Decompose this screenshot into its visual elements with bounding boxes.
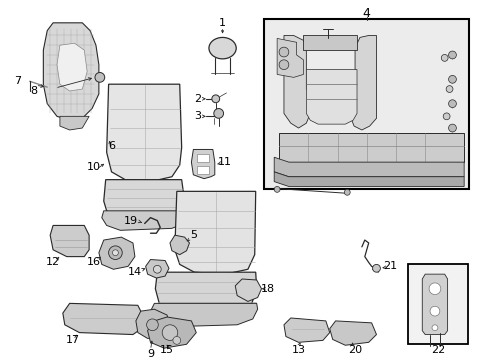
- Polygon shape: [175, 192, 255, 274]
- Polygon shape: [60, 116, 89, 130]
- Polygon shape: [235, 279, 261, 301]
- Bar: [197, 166, 208, 174]
- Text: 21: 21: [382, 261, 396, 271]
- Text: 9: 9: [146, 349, 154, 359]
- Circle shape: [447, 51, 455, 59]
- Text: 15: 15: [160, 345, 174, 355]
- Text: 7: 7: [15, 76, 21, 86]
- Circle shape: [173, 337, 181, 344]
- Text: 2: 2: [193, 94, 201, 104]
- Text: 1: 1: [219, 18, 225, 28]
- Polygon shape: [191, 149, 214, 179]
- Polygon shape: [147, 317, 196, 348]
- Polygon shape: [349, 36, 376, 130]
- Text: 16: 16: [87, 257, 101, 267]
- Circle shape: [162, 325, 178, 341]
- Text: 17: 17: [65, 336, 80, 345]
- Text: 20: 20: [347, 345, 362, 355]
- Text: 14: 14: [127, 267, 142, 277]
- Circle shape: [344, 189, 349, 195]
- Polygon shape: [102, 211, 185, 230]
- Circle shape: [440, 54, 447, 61]
- Polygon shape: [43, 23, 99, 120]
- Circle shape: [447, 100, 455, 108]
- Polygon shape: [136, 309, 170, 338]
- Circle shape: [447, 76, 455, 83]
- Circle shape: [211, 95, 219, 103]
- Polygon shape: [422, 274, 447, 334]
- Circle shape: [146, 319, 158, 330]
- Bar: [197, 154, 208, 162]
- Polygon shape: [155, 272, 256, 311]
- Polygon shape: [284, 318, 329, 342]
- Polygon shape: [99, 237, 135, 269]
- Text: 13: 13: [291, 345, 305, 355]
- Circle shape: [279, 60, 288, 69]
- Text: 22: 22: [430, 345, 444, 355]
- Polygon shape: [170, 235, 189, 255]
- Polygon shape: [279, 133, 463, 162]
- Circle shape: [153, 265, 161, 273]
- Polygon shape: [103, 180, 184, 218]
- Circle shape: [95, 72, 104, 82]
- Polygon shape: [57, 43, 87, 91]
- Circle shape: [279, 47, 288, 57]
- Polygon shape: [303, 36, 356, 50]
- Polygon shape: [145, 260, 169, 278]
- Circle shape: [274, 186, 280, 192]
- Circle shape: [428, 283, 440, 294]
- Text: 18: 18: [260, 284, 274, 294]
- Polygon shape: [106, 84, 182, 181]
- Circle shape: [442, 113, 449, 120]
- Polygon shape: [150, 303, 257, 327]
- Text: 6: 6: [108, 140, 115, 150]
- Circle shape: [108, 246, 122, 260]
- Circle shape: [429, 306, 439, 316]
- Polygon shape: [329, 321, 376, 345]
- Polygon shape: [277, 39, 303, 77]
- Polygon shape: [284, 36, 309, 128]
- Text: 12: 12: [46, 257, 60, 267]
- Polygon shape: [62, 303, 142, 334]
- Polygon shape: [50, 225, 89, 257]
- Text: 10: 10: [87, 162, 101, 172]
- Circle shape: [445, 86, 452, 93]
- Circle shape: [431, 325, 437, 330]
- Circle shape: [447, 124, 455, 132]
- Ellipse shape: [208, 37, 236, 59]
- Circle shape: [372, 264, 380, 272]
- Bar: [264, 19, 468, 189]
- Text: 4: 4: [362, 6, 370, 19]
- Text: 8: 8: [30, 86, 37, 96]
- Circle shape: [112, 250, 118, 256]
- Text: 11: 11: [217, 157, 231, 167]
- Polygon shape: [274, 172, 463, 186]
- Polygon shape: [305, 69, 356, 124]
- Polygon shape: [274, 157, 463, 177]
- Circle shape: [213, 109, 223, 118]
- Text: 3: 3: [193, 111, 201, 121]
- Text: 5: 5: [189, 230, 197, 240]
- Text: 19: 19: [123, 216, 138, 226]
- Bar: [407, 264, 467, 344]
